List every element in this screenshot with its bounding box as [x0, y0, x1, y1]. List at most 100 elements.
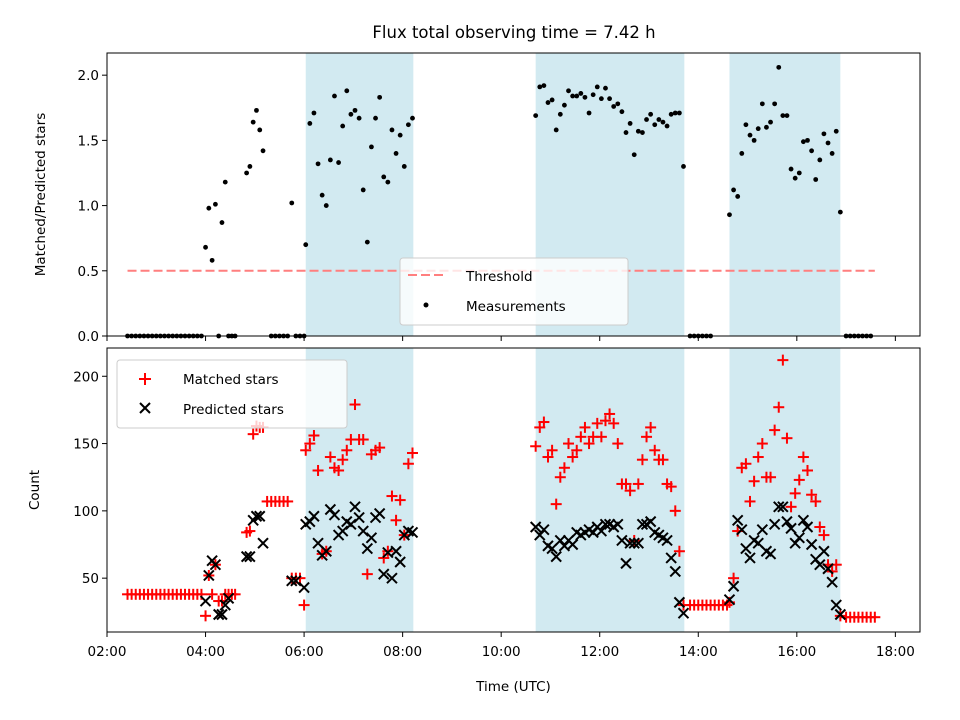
marker-stroke: [628, 537, 640, 549]
marker-stroke: [834, 608, 847, 621]
matched-star-marker: [769, 424, 781, 436]
marker-stroke: [677, 607, 690, 619]
matched-star-marker: [550, 498, 562, 510]
matched-star-marker: [312, 464, 324, 476]
matched-star-marker: [641, 431, 653, 443]
marker-stroke: [801, 521, 814, 533]
predicted-star-marker: [830, 599, 842, 611]
measurement-point: [222, 179, 228, 185]
predicted-star-marker: [209, 558, 222, 571]
x-tick-label: 10:00: [482, 644, 521, 660]
measurement-point: [323, 203, 329, 208]
marker-stroke: [406, 526, 419, 539]
marker-stroke: [257, 537, 269, 549]
measurement-point: [570, 93, 576, 99]
measurement-point: [319, 192, 325, 198]
predicted-star-marker: [203, 569, 215, 582]
marker-stroke: [793, 532, 805, 544]
measurement-point: [397, 132, 403, 138]
measurement-point: [800, 139, 806, 145]
measurement-point: [356, 115, 362, 121]
measurement-point: [389, 127, 395, 133]
marker-stroke: [785, 522, 797, 535]
matched-star-marker: [657, 454, 669, 466]
marker-stroke: [752, 537, 764, 549]
predicted-star-marker: [764, 548, 777, 560]
measurement-point: [829, 151, 835, 156]
marker-stroke: [529, 521, 542, 533]
predicted-star-marker: [736, 523, 748, 536]
matched-star-marker: [324, 451, 336, 463]
measurement-point: [250, 119, 256, 125]
matched-star-marker: [620, 478, 632, 490]
predicted-star-marker: [599, 518, 612, 531]
matched-star-marker: [298, 599, 310, 611]
marker-stroke: [550, 550, 562, 563]
measurement-point: [344, 88, 350, 94]
measurement-point: [369, 144, 374, 150]
marker-stroke: [219, 599, 231, 611]
marker-stroke: [290, 575, 302, 587]
marker-stroke: [781, 515, 793, 528]
marker-stroke: [818, 545, 830, 557]
marker-stroke: [727, 580, 740, 592]
marker-stroke: [624, 537, 636, 549]
matched-star-marker: [579, 421, 591, 433]
measurement-point: [289, 200, 295, 206]
predicted-star-marker: [834, 608, 847, 621]
matched-star-marker: [604, 408, 616, 420]
matched-star-marker: [612, 438, 624, 450]
measurement-point: [764, 124, 769, 130]
predicted-star-marker: [744, 552, 756, 564]
predicted-star-marker: [805, 538, 818, 551]
measurement-point: [837, 209, 843, 215]
matched-star-marker: [665, 481, 677, 493]
measurement-point: [792, 175, 798, 181]
marker-stroke: [595, 525, 608, 537]
marker-stroke: [723, 593, 736, 606]
threshold-legend-label: Threshold: [465, 269, 533, 285]
observing-window-band: [535, 348, 685, 632]
matched-star-marker: [349, 399, 361, 411]
ratio-plot-frame: [106, 52, 921, 337]
measurement-point: [332, 93, 337, 99]
marker-stroke: [320, 545, 332, 557]
predicted-star-marker: [290, 575, 302, 587]
matched-star-marker: [583, 438, 595, 450]
measurement-point: [381, 174, 387, 180]
matched-star-marker: [282, 495, 294, 507]
marker-stroke: [599, 518, 612, 531]
marker-stroke: [244, 550, 256, 563]
predicted-star-marker: [797, 514, 810, 526]
measurement-point: [537, 84, 543, 90]
marker-stroke: [669, 565, 681, 578]
observing-windows-bottom: [305, 348, 841, 632]
predicted-star-marker: [818, 545, 830, 557]
ratio-y-tick-label: 2.0: [78, 68, 99, 84]
predicted-star-marker: [665, 552, 677, 564]
predicted-star-marker: [219, 599, 231, 611]
marker-stroke: [826, 576, 838, 588]
measurement-point: [586, 110, 592, 116]
ratio-legend: Threshold Measurements: [399, 257, 629, 326]
count-x-axis: 02:00 04:00 06:00 08:00 10:00 12:00 14:00 16:00…: [88, 632, 915, 660]
predicted-star-marker: [386, 572, 398, 584]
predicted-star-marker: [661, 534, 673, 547]
predicted-star-marker: [814, 558, 826, 571]
marker-stroke: [373, 507, 386, 520]
matched-star-marker: [773, 401, 785, 413]
measurement-point: [817, 157, 823, 163]
predicted-star-marker: [320, 545, 332, 557]
measurement-point: [562, 102, 567, 108]
predicted-star-marker: [216, 608, 228, 621]
measurement-point: [336, 160, 341, 165]
measurement-point: [640, 130, 645, 135]
marker-stroke: [336, 525, 349, 537]
predicted-star-marker: [529, 521, 542, 533]
predicted-star-marker: [822, 563, 834, 575]
matched-star-marker: [818, 529, 830, 541]
predicted-star-marker: [723, 593, 736, 606]
predicted-star-marker: [566, 538, 579, 551]
predicted-star-marker: [550, 550, 562, 563]
